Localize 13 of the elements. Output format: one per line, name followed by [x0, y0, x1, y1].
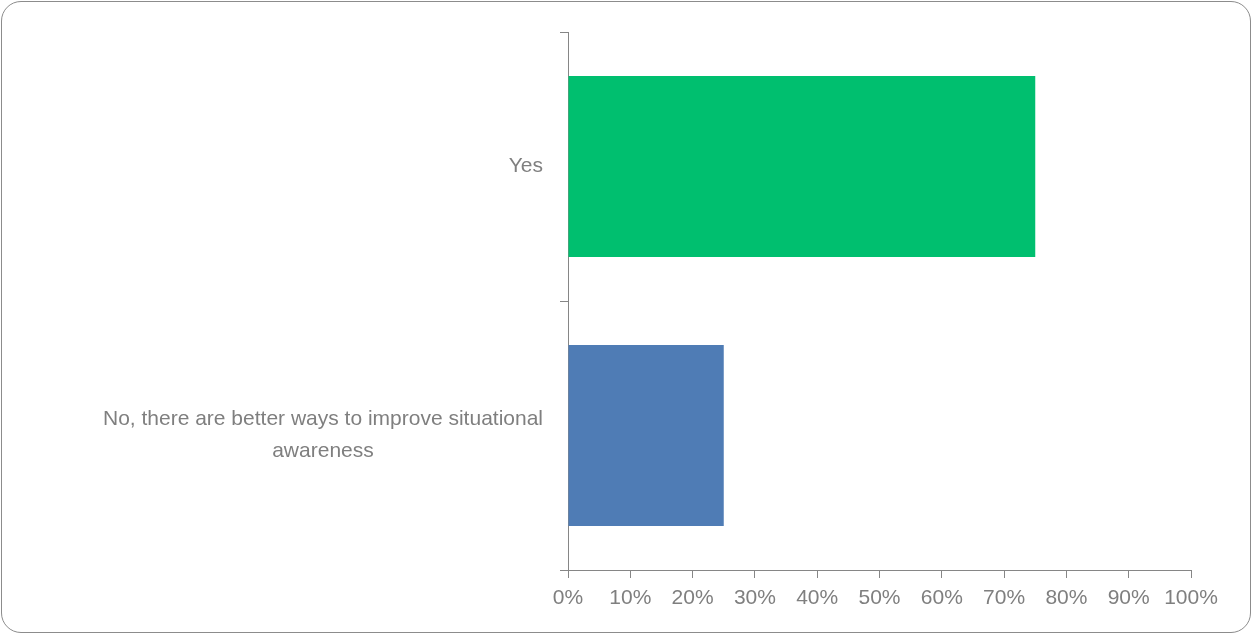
x-tick-label: 50% — [858, 585, 901, 609]
x-tick-label: 10% — [609, 585, 652, 609]
x-tick-label: 20% — [671, 585, 714, 609]
x-tick-label: 0% — [552, 585, 584, 609]
x-tick-label: 60% — [920, 585, 963, 609]
y-tick-label: No, there are better ways to improve situational awareness — [102, 406, 543, 462]
x-tick-label: 80% — [1045, 585, 1088, 609]
x-tick-label: 40% — [796, 585, 839, 609]
x-tick-label: 30% — [733, 585, 776, 609]
y-tick-label: Yes — [508, 153, 543, 177]
x-tick-label: 100% — [1164, 585, 1218, 609]
x-tick-label: 70% — [983, 585, 1026, 609]
x-tick-label: 90% — [1107, 585, 1150, 609]
